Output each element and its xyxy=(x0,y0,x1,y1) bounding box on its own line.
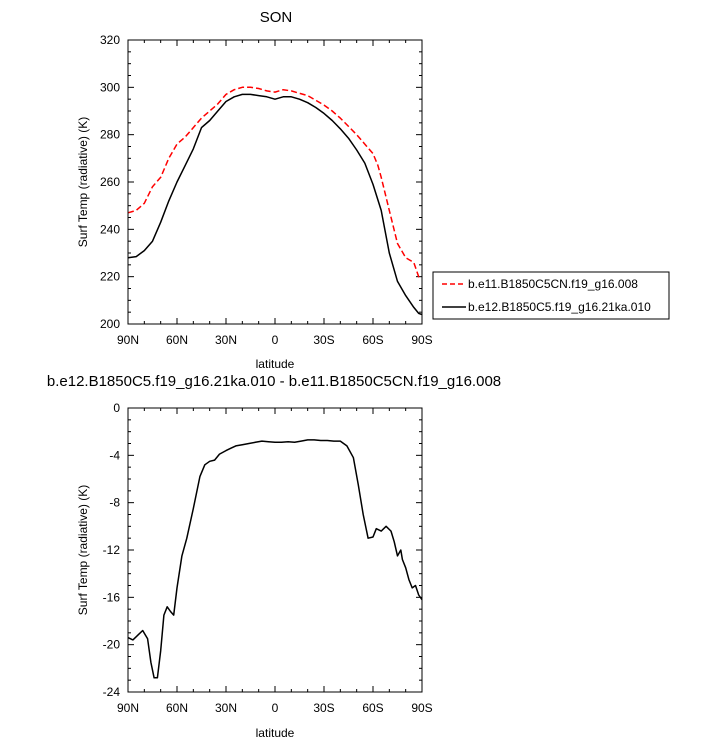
top-chart-y-axis-label: Surf Temp (radiative) (K) xyxy=(76,117,90,247)
top-chart-ticks xyxy=(127,39,423,325)
y-tick-label: -20 xyxy=(103,638,121,652)
y-tick-label: 320 xyxy=(100,33,120,47)
y-tick-label: 240 xyxy=(100,222,120,236)
y-tick-label: -12 xyxy=(103,543,121,557)
x-tick-label: 90S xyxy=(411,701,432,715)
top-chart-title: SON xyxy=(260,9,293,26)
x-tick-label: 30N xyxy=(215,333,237,347)
legend-label-1: b.e12.B1850C5.f19_g16.21ka.010 xyxy=(468,300,651,314)
bottom-chart-series xyxy=(127,439,423,679)
legend-box xyxy=(432,271,670,320)
y-tick-label: -16 xyxy=(103,590,121,604)
bottom-chart-series-line-0 xyxy=(127,439,423,679)
bottom-chart-title: b.e12.B1850C5.f19_g16.21ka.010 - b.e11.B… xyxy=(47,373,501,390)
y-tick-label: -24 xyxy=(103,685,121,699)
top-chart-series-line-1 xyxy=(127,93,423,316)
y-tick-label: 200 xyxy=(100,317,120,331)
x-tick-label: 0 xyxy=(272,701,279,715)
y-tick-label: 280 xyxy=(100,128,120,142)
y-tick-label: 260 xyxy=(100,175,120,189)
bottom-chart-plot-frame xyxy=(127,407,423,693)
x-tick-label: 90S xyxy=(411,333,432,347)
bottom-chart-y-axis-label: Surf Temp (radiative) (K) xyxy=(76,485,90,615)
x-tick-label: 30S xyxy=(313,701,334,715)
bottom-chart-x-tick-labels: 90N 60N 30N 0 30S 60S 90S xyxy=(117,701,433,715)
bottom-chart-x-axis-label: latitude xyxy=(256,726,295,740)
bottom-chart-y-tick-labels: -24 -20 -16 -12 -8 -4 0 xyxy=(103,401,121,699)
x-tick-label: 90N xyxy=(117,333,139,347)
top-chart-x-axis-label: latitude xyxy=(256,357,295,371)
y-tick-label: -4 xyxy=(109,448,120,462)
x-tick-label: 0 xyxy=(272,333,279,347)
x-tick-label: 90N xyxy=(117,701,139,715)
legend-label-0: b.e11.B1850C5CN.f19_g16.008 xyxy=(468,277,638,291)
top-chart-plot-frame xyxy=(127,39,423,325)
x-tick-label: 60S xyxy=(362,333,383,347)
x-tick-label: 60S xyxy=(362,701,383,715)
y-tick-label: 0 xyxy=(113,401,120,415)
y-tick-label: 300 xyxy=(100,80,120,94)
top-chart-series-line-0 xyxy=(127,86,422,278)
top-chart-x-tick-labels: 90N 60N 30N 0 30S 60S 90S xyxy=(117,333,433,347)
top-chart-series xyxy=(127,86,423,316)
top-chart-y-tick-labels: 200 220 240 260 280 300 320 xyxy=(100,33,120,331)
bottom-chart-ticks xyxy=(127,407,423,693)
legend: b.e11.B1850C5CN.f19_g16.008 b.e12.B1850C… xyxy=(432,271,670,320)
x-tick-label: 30S xyxy=(313,333,334,347)
x-tick-label: 60N xyxy=(166,333,188,347)
y-tick-label: 220 xyxy=(100,270,120,284)
x-tick-label: 60N xyxy=(166,701,188,715)
y-tick-label: -8 xyxy=(109,496,120,510)
x-tick-label: 30N xyxy=(215,701,237,715)
